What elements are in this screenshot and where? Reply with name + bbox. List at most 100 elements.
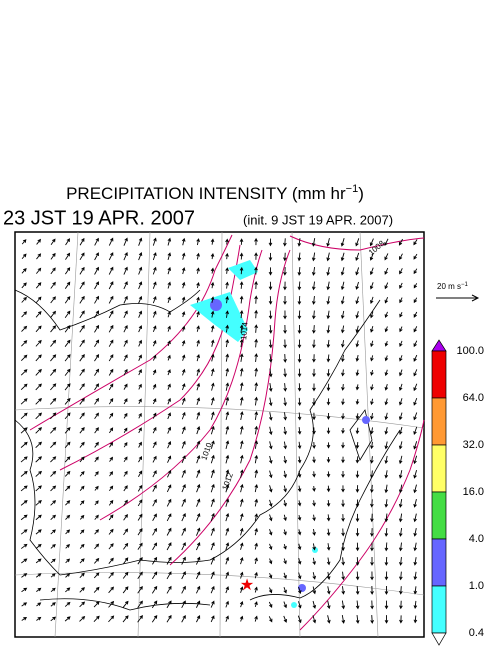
wind-arrow [225, 440, 230, 449]
wind-arrow [64, 441, 71, 448]
wind-arrow [50, 368, 57, 376]
wind-arrow [297, 485, 302, 493]
wind-arrow [413, 600, 418, 609]
wind-arrow [399, 600, 403, 610]
wind-arrow [167, 369, 171, 376]
wind-arrow [109, 441, 114, 448]
wind-arrow [398, 398, 403, 406]
wind-arrow [50, 267, 56, 275]
wind-arrow [123, 252, 128, 261]
wind-arrow [413, 412, 418, 421]
wind-arrow [108, 324, 114, 333]
wind-arrow [254, 469, 259, 478]
wind-arrow [35, 296, 42, 304]
wind-arrow [326, 383, 331, 392]
wind-arrow [123, 412, 128, 419]
wind-arrow [283, 368, 287, 378]
wind-arrow [355, 281, 359, 290]
wind-arrow [225, 556, 230, 565]
wind-arrow [370, 513, 374, 523]
wind-arrow [21, 602, 28, 607]
wind-arrow [79, 514, 85, 520]
wind-arrow [21, 267, 27, 274]
wind-arrow [79, 354, 85, 362]
wind-arrow [152, 455, 157, 463]
wind-arrow [355, 485, 360, 493]
wind-arrow [312, 383, 316, 392]
wind-arrow [225, 527, 230, 536]
wind-arrow [370, 456, 374, 464]
wind-arrow [254, 513, 259, 521]
wind-arrow [413, 283, 418, 289]
wind-arrow [210, 498, 215, 507]
wind-arrow [20, 470, 28, 477]
wind-arrow [210, 527, 215, 536]
wind-arrow [413, 297, 418, 304]
wind-arrow [240, 411, 244, 421]
wind-scale-label: 20 m s−1 [437, 282, 469, 292]
wind-arrow [283, 310, 287, 320]
wind-arrow [137, 600, 143, 608]
wind-arrow [181, 340, 186, 347]
colorbar-segment [431, 444, 447, 493]
wind-arrow [370, 615, 374, 624]
wind-arrow [225, 382, 230, 391]
wind-arrow [152, 441, 157, 449]
wind-arrow [181, 397, 186, 405]
wind-arrow [108, 600, 115, 608]
wind-arrow [254, 425, 259, 435]
wind-arrow [268, 543, 273, 551]
wind-arrow [268, 310, 273, 320]
wind-arrow [268, 514, 273, 522]
wind-arrow [123, 354, 128, 362]
wind-arrow [79, 543, 85, 549]
wind-arrow [254, 367, 259, 377]
wind-arrow [326, 499, 331, 507]
wind-arrow [326, 281, 331, 291]
wind-arrow [65, 572, 71, 578]
wind-arrow [254, 557, 258, 564]
wind-arrow [196, 267, 200, 274]
wind-arrow [341, 557, 345, 566]
wind-arrow [370, 311, 374, 319]
wind-arrow [196, 368, 201, 376]
wind-arrow [239, 310, 244, 319]
wind-arrow [138, 266, 143, 275]
wind-arrow [239, 238, 244, 245]
wind-arrow [297, 456, 302, 464]
wind-arrow [239, 338, 244, 348]
wind-arrow [36, 253, 42, 260]
wind-arrow [94, 354, 100, 362]
wind-arrow [35, 456, 42, 463]
wind-arrow [79, 441, 85, 448]
wind-arrow [20, 369, 28, 376]
wind-arrow [384, 326, 389, 333]
wind-arrow [123, 485, 128, 492]
wind-arrow [413, 441, 418, 450]
wind-arrow [269, 470, 273, 479]
wind-arrow [21, 573, 28, 578]
wind-arrow [123, 398, 128, 405]
wind-arrow [79, 412, 85, 420]
wind-arrow [413, 253, 418, 260]
wind-arrow [50, 354, 57, 362]
wind-arrow [108, 383, 114, 391]
wind-arrow [123, 513, 128, 521]
wind-arrow [254, 484, 259, 493]
wind-arrow [211, 368, 215, 377]
wind-arrow [108, 354, 114, 362]
wind-arrow [312, 295, 316, 305]
wind-arrow [210, 324, 215, 333]
wind-arrow [326, 252, 330, 262]
wind-arrow [36, 602, 42, 607]
wind-arrow [152, 296, 157, 304]
wind-arrow [370, 585, 374, 595]
wind-arrow [50, 573, 56, 578]
wind-arrow [123, 542, 129, 550]
wind-arrow [94, 529, 99, 535]
colorbar-label: 100.0 [456, 345, 484, 357]
wind-arrow [283, 514, 287, 522]
wind-arrow [138, 369, 142, 376]
wind-arrow [93, 586, 100, 593]
wind-arrow [79, 266, 85, 275]
